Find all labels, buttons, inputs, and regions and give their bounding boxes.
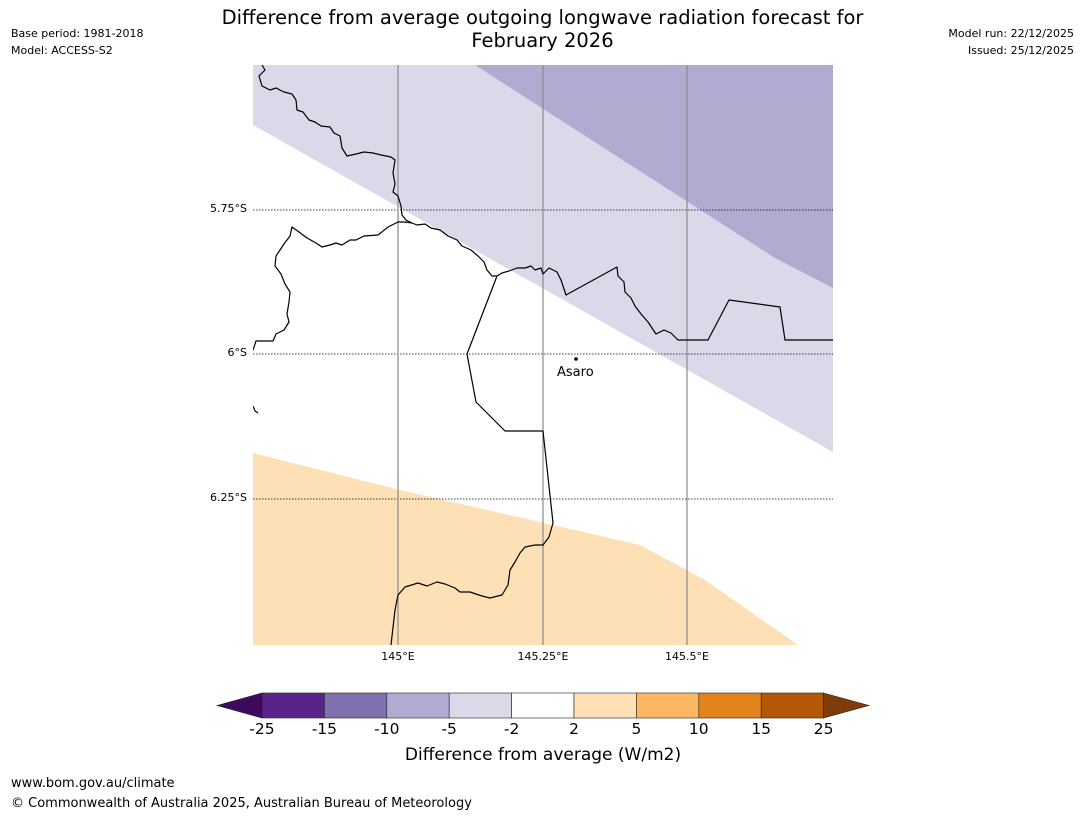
colorbar-tick-label: -25 [249,720,275,738]
colorbar-segment [573,692,637,719]
colorbar-tick-label: 10 [688,720,709,738]
metadata-left: Base period: 1981-2018 Model: ACCESS-S2 [11,25,143,59]
colorbar-segment [448,692,512,719]
colorbar-tick-label: -10 [374,720,400,738]
boundary-west-fragment [253,405,259,414]
colorbar-tick-label: -2 [503,720,520,738]
colorbar-segment [324,692,388,719]
model-run: Model run: 22/12/2025 [948,27,1074,40]
boundary-north [258,65,833,341]
footer-copyright: © Commonwealth of Australia 2025, Austra… [11,796,472,811]
colorbar-segment [261,692,325,719]
footer-url: www.bom.gov.au/climate [11,776,175,791]
model-name: Model: ACCESS-S2 [11,44,113,57]
colorbar-segment [386,692,450,719]
colorbar-segment [698,692,762,719]
place-label-asaro: Asaro [557,365,594,380]
lon-label-145: 145°E [381,650,415,663]
colorbar-tick-label: -5 [441,720,457,738]
province-boundaries [253,65,833,645]
anomaly-band-2-to-5 [253,453,798,645]
colorbar-tick-label: 25 [813,720,834,738]
lat-label-6-25: 6.25°S [210,491,247,504]
colorbar-extend-low [215,692,263,719]
lon-label-145-5: 145.5°E [665,650,709,663]
colorbar-tick-label: -15 [311,720,338,738]
asaro-marker [574,357,578,361]
metadata-right: Model run: 22/12/2025 Issued: 25/12/2025 [948,25,1074,59]
base-period: Base period: 1981-2018 [11,27,144,40]
colorbar-title: Difference from average (W/m2) [404,745,682,765]
colorbar-extend-high [823,692,871,719]
title-line-1: Difference from average outgoing longwav… [221,6,864,29]
lat-label-6: 6°S [227,346,247,359]
boundary-east-district [390,275,554,645]
issued-date: Issued: 25/12/2025 [967,44,1074,57]
colorbar-tick-label: 15 [751,720,772,738]
title-line-2: February 2026 [471,29,614,52]
chart-title: Difference from average outgoing longwav… [160,6,925,52]
colorbar-tick-label: 2 [569,720,579,738]
boundary-south [253,221,413,351]
colorbar-segment [511,692,575,719]
lat-label-5-75: 5.75°S [210,202,247,215]
colorbar-tick-label: 5 [631,720,642,738]
lon-label-145-25: 145.25°E [517,650,569,663]
latitude-gridlines [253,209,833,500]
longitude-gridlines [397,65,688,645]
anomaly-band-minus-5-to-minus-10 [475,65,833,288]
colorbar-segment [760,692,824,719]
colorbar-segment [636,692,700,719]
